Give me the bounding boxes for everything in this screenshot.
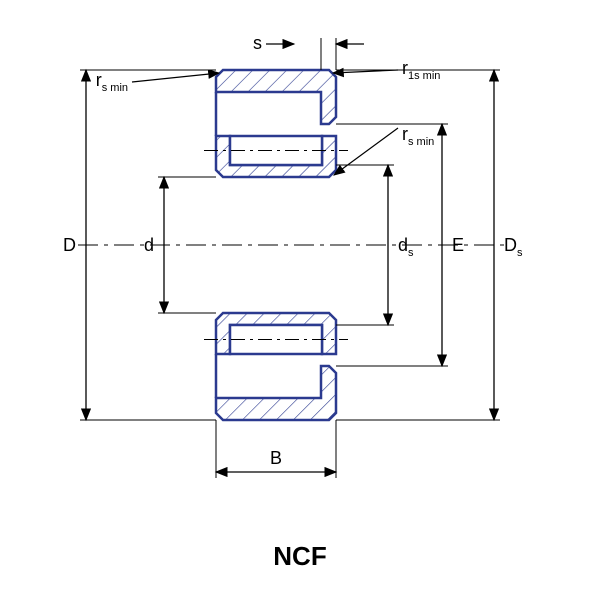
label-ds: ds [398, 235, 414, 259]
label-r-right: rs min [402, 124, 434, 148]
diagram-title: NCF [273, 541, 326, 571]
label-B: B [270, 448, 282, 468]
label-Ds: Ds [504, 235, 523, 259]
label-E: E [452, 235, 464, 255]
label-s: s [253, 33, 262, 53]
label-D: D [63, 235, 76, 255]
label-r-left: rs min [96, 70, 128, 94]
label-r1-right: r1s min [402, 58, 440, 82]
label-d: d [144, 235, 154, 255]
